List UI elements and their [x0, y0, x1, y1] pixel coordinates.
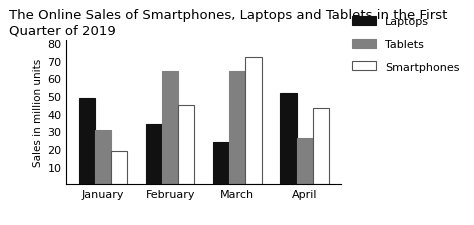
- Bar: [313, 109, 329, 184]
- Bar: [297, 139, 313, 184]
- Legend: Laptops, Tablets, Smartphones: Laptops, Tablets, Smartphones: [352, 17, 459, 72]
- Bar: [281, 93, 297, 184]
- Y-axis label: Sales in million units: Sales in million units: [33, 59, 43, 166]
- Bar: [162, 72, 178, 184]
- Bar: [95, 130, 111, 184]
- Bar: [111, 151, 127, 184]
- Bar: [178, 106, 194, 184]
- Bar: [246, 58, 262, 184]
- Bar: [79, 99, 95, 184]
- Bar: [213, 142, 229, 184]
- Text: The Online Sales of Smartphones, Laptops and Tablets in the First Quarter of 201: The Online Sales of Smartphones, Laptops…: [9, 9, 448, 37]
- Bar: [146, 125, 162, 184]
- Bar: [229, 72, 246, 184]
